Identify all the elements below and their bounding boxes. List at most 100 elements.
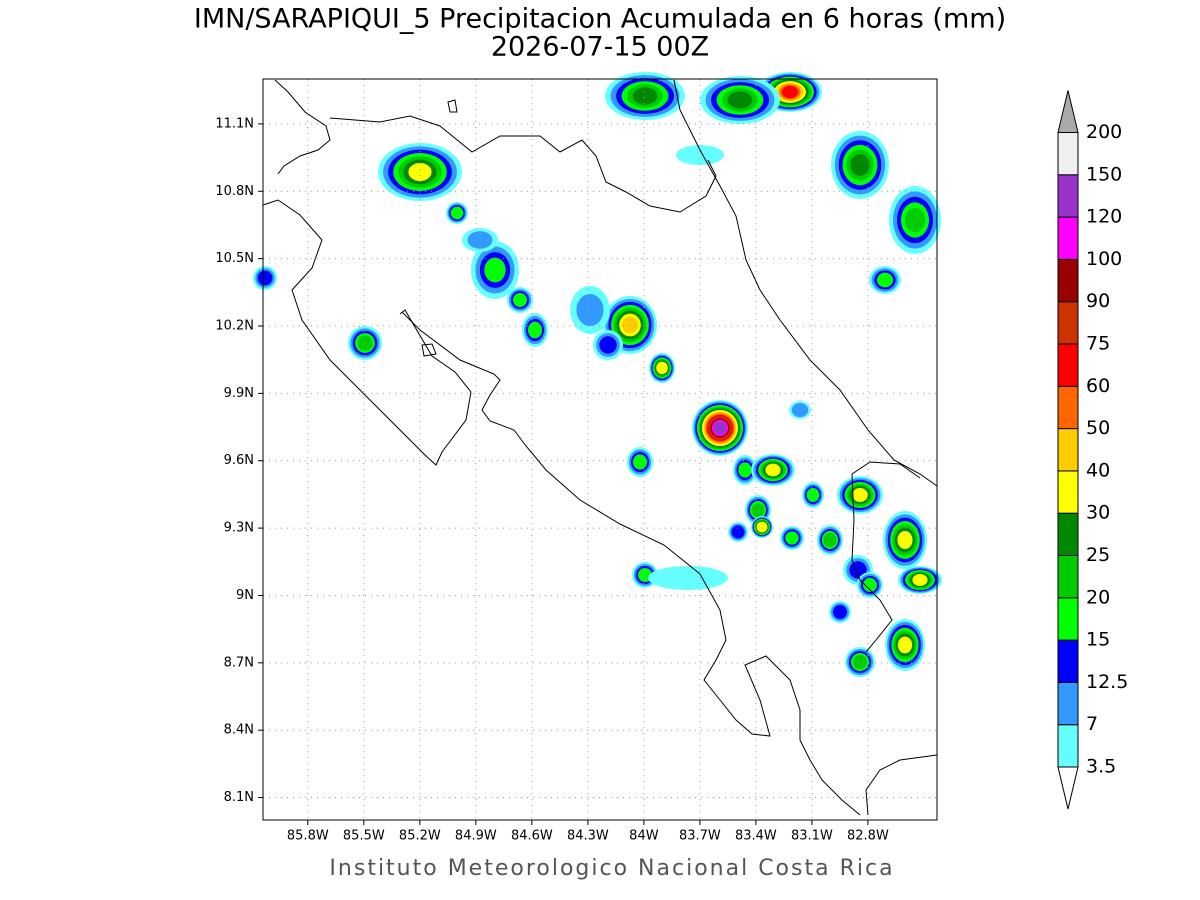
map-title: IMN/SARAPIQUI_5 Precipitacion Acumulada … bbox=[194, 4, 1006, 35]
precip-contour bbox=[791, 403, 809, 417]
precip-contour bbox=[850, 154, 870, 176]
colorbar-label: 90 bbox=[1086, 290, 1110, 312]
x-tick-label: 83.1W bbox=[791, 829, 833, 844]
precip-contour bbox=[727, 91, 753, 109]
y-tick-label: 9.9N bbox=[224, 386, 254, 401]
border bbox=[851, 461, 921, 653]
precip-contour bbox=[877, 272, 893, 288]
precip-contour bbox=[632, 87, 658, 105]
border bbox=[329, 115, 717, 213]
colorbar-box bbox=[1057, 555, 1079, 599]
precip-contour bbox=[833, 605, 847, 619]
colorbar-box bbox=[1057, 301, 1079, 345]
colorbar-box bbox=[1057, 470, 1079, 514]
y-tick-label: 10.2N bbox=[215, 319, 254, 334]
y-tick-label: 9N bbox=[236, 588, 254, 603]
colorbar: 3.5 7 12.5 15 20 25 30 40 50 60 75 90 100 120 150 200 bbox=[1057, 90, 1128, 810]
coastlines bbox=[262, 79, 938, 816]
precip-contour bbox=[756, 521, 768, 533]
colorbar-end bbox=[1057, 90, 1079, 133]
x-tick-label: 85.2W bbox=[399, 829, 441, 844]
colorbar-label: 120 bbox=[1086, 206, 1122, 228]
colorbar-label: 200 bbox=[1086, 121, 1122, 143]
precip-contour bbox=[897, 531, 913, 549]
map-frame bbox=[262, 78, 938, 821]
precip-contour bbox=[738, 462, 752, 478]
x-tick-label: 84.9W bbox=[455, 829, 497, 844]
precip-contour bbox=[528, 321, 542, 339]
colorbar-box bbox=[1057, 681, 1079, 726]
colorbar-label: 150 bbox=[1086, 163, 1122, 185]
precip-contour bbox=[765, 463, 781, 477]
precip-contour bbox=[450, 206, 464, 220]
map-subtitle: 2026-07-15 00Z bbox=[491, 32, 709, 63]
colorbar-label: 75 bbox=[1086, 333, 1110, 355]
colorbar-label: 100 bbox=[1086, 248, 1122, 270]
colorbar-label: 7 bbox=[1086, 713, 1098, 735]
precip-contour bbox=[513, 293, 527, 307]
y-tick-label: 8.7N bbox=[224, 655, 254, 670]
colorbar-box bbox=[1057, 385, 1079, 430]
colorbar-box bbox=[1057, 639, 1079, 683]
footer: Instituto Meteorologico Nacional Costa R… bbox=[329, 856, 894, 881]
y-tick-label: 9.3N bbox=[224, 521, 254, 536]
axes: 85.8W 85.5W 85.2W 84.9W 84.6W 84.3W 84W 83.7W 83… bbox=[215, 116, 889, 843]
precip-contour bbox=[408, 163, 432, 181]
precip-contour bbox=[713, 421, 727, 435]
x-tick-label: 84.6W bbox=[511, 829, 553, 844]
colorbar-box bbox=[1057, 258, 1079, 303]
colorbar-label: 30 bbox=[1086, 502, 1110, 524]
x-tick-label: 83.7W bbox=[679, 829, 721, 844]
colorbar-box bbox=[1057, 724, 1079, 768]
precip-contour bbox=[621, 316, 639, 334]
precip-contour bbox=[357, 335, 373, 351]
precip-contour bbox=[852, 488, 868, 502]
precip-contour bbox=[676, 145, 724, 165]
y-tick-label: 8.4N bbox=[224, 723, 254, 738]
precip-contour bbox=[782, 85, 798, 99]
coastline bbox=[262, 199, 472, 466]
precip-contour bbox=[599, 336, 617, 354]
colorbar-label: 25 bbox=[1086, 544, 1110, 566]
coastline bbox=[274, 79, 331, 175]
colorbar-label: 50 bbox=[1086, 417, 1110, 439]
coastline bbox=[421, 343, 437, 357]
coastline bbox=[447, 99, 458, 113]
precip-contour bbox=[656, 361, 668, 375]
precip-contour bbox=[849, 561, 867, 579]
precip-contour bbox=[785, 531, 799, 545]
colorbar-label: 40 bbox=[1086, 459, 1110, 481]
precip-contour bbox=[648, 566, 728, 590]
colorbar-label: 20 bbox=[1086, 586, 1110, 608]
precip-contour bbox=[751, 503, 765, 517]
precip-contour bbox=[576, 294, 604, 326]
colorbar-label: 12.5 bbox=[1086, 671, 1128, 693]
colorbar-label: 15 bbox=[1086, 629, 1110, 651]
y-tick-label: 11.1N bbox=[215, 116, 254, 131]
y-tick-label: 8.1N bbox=[224, 790, 254, 805]
precip-contour bbox=[905, 207, 925, 233]
precip-contour bbox=[823, 533, 837, 547]
x-tick-label: 84.3W bbox=[567, 829, 609, 844]
colorbar-box bbox=[1057, 174, 1079, 218]
colorbar-box bbox=[1057, 597, 1079, 641]
colorbar-box bbox=[1057, 216, 1079, 260]
x-tick-label: 85.8W bbox=[287, 829, 329, 844]
colorbar-box bbox=[1057, 428, 1079, 472]
colorbar-box bbox=[1057, 132, 1079, 176]
precip-contour bbox=[853, 655, 867, 669]
precip-contour bbox=[912, 574, 928, 586]
grid bbox=[263, 79, 937, 820]
precip-contour bbox=[257, 270, 273, 286]
x-tick-label: 82.8W bbox=[847, 829, 889, 844]
colorbar-end bbox=[1057, 766, 1079, 810]
coastline bbox=[865, 754, 938, 816]
precip-contour bbox=[484, 257, 506, 283]
colorbar-label: 3.5 bbox=[1086, 756, 1116, 778]
precipitation-field bbox=[253, 72, 942, 677]
colorbar-label: 60 bbox=[1086, 375, 1110, 397]
coastline bbox=[673, 79, 938, 487]
colorbar-box bbox=[1057, 343, 1079, 387]
precip-contour bbox=[863, 578, 877, 592]
